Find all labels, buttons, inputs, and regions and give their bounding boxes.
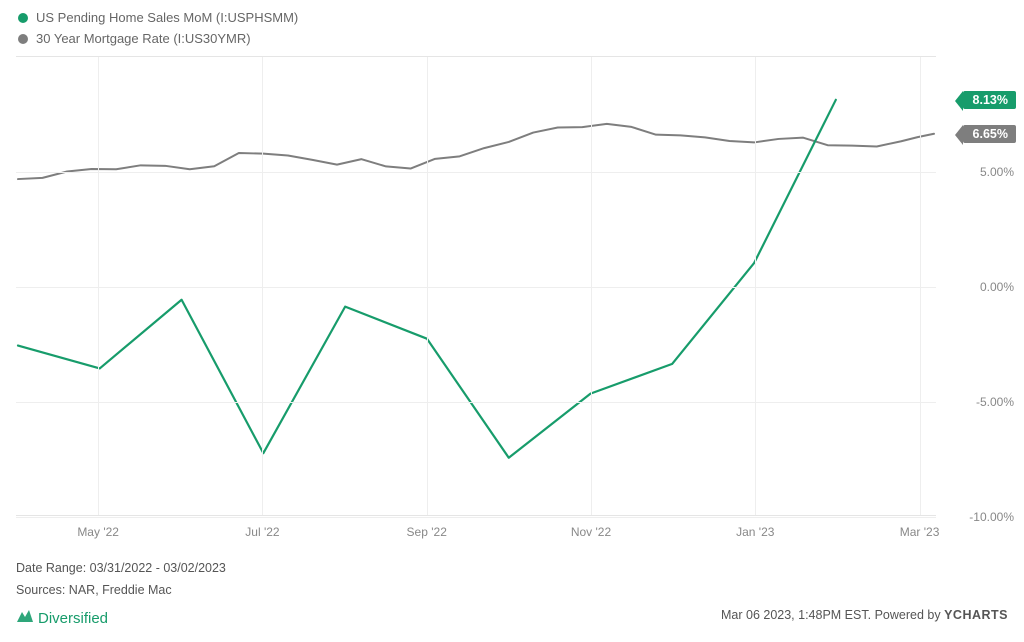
ycharts-brand-text: YCHARTS <box>944 608 1008 622</box>
sources-text: Sources: NAR, Freddie Mac <box>16 580 226 601</box>
end-value-badge-series2: 6.65% <box>963 125 1016 143</box>
grid-line-vertical <box>427 57 428 515</box>
y-axis-tick-label: 5.00% <box>944 165 1014 179</box>
chart-plot-area: 8.13% 6.65% 5.00%0.00%-5.00%-10.00%May '… <box>16 56 936 516</box>
legend-dot-icon <box>18 34 28 44</box>
x-axis-tick-label: Nov '22 <box>571 525 611 539</box>
date-range-text: Date Range: 03/31/2022 - 03/02/2023 <box>16 558 226 579</box>
legend-label-series1: US Pending Home Sales MoM (I:USPHSMM) <box>36 8 298 29</box>
x-axis-tick-label: Jul '22 <box>245 525 279 539</box>
y-axis-tick-label: 0.00% <box>944 280 1014 294</box>
timestamp-text: Mar 06 2023, 1:48PM EST. <box>721 608 871 622</box>
series-line-series2 <box>18 124 934 179</box>
grid-line-horizontal <box>16 287 936 288</box>
y-axis-tick-label: -5.00% <box>944 395 1014 409</box>
grid-line-vertical <box>591 57 592 515</box>
brand-logo-text: Diversified <box>38 606 108 632</box>
chart-footer-left: Date Range: 03/31/2022 - 03/02/2023 Sour… <box>16 558 226 632</box>
x-axis-tick-label: Sep '22 <box>407 525 447 539</box>
x-axis-tick-label: May '22 <box>77 525 119 539</box>
y-axis-tick-label: -10.00% <box>944 510 1014 524</box>
chart-legend: US Pending Home Sales MoM (I:USPHSMM) 30… <box>18 8 298 50</box>
legend-label-series2: 30 Year Mortgage Rate (I:US30YMR) <box>36 29 251 50</box>
chart-footer-right: Mar 06 2023, 1:48PM EST. Powered by YCHA… <box>721 608 1008 622</box>
end-value-badge-series1: 8.13% <box>963 91 1016 109</box>
powered-by-text: Powered by <box>875 608 941 622</box>
legend-item-series2: 30 Year Mortgage Rate (I:US30YMR) <box>18 29 298 50</box>
grid-line-vertical <box>98 57 99 515</box>
x-axis-tick-label: Jan '23 <box>736 525 774 539</box>
legend-item-series1: US Pending Home Sales MoM (I:USPHSMM) <box>18 8 298 29</box>
legend-dot-icon <box>18 13 28 23</box>
x-axis-tick-label: Mar '23 <box>900 525 940 539</box>
grid-line-horizontal <box>16 517 936 518</box>
grid-line-vertical <box>920 57 921 515</box>
grid-line-horizontal <box>16 172 936 173</box>
brand-logo-icon <box>16 605 34 632</box>
grid-line-vertical <box>755 57 756 515</box>
chart-lines-svg <box>16 57 936 515</box>
grid-line-vertical <box>262 57 263 515</box>
brand-logo: Diversified <box>16 605 226 632</box>
grid-line-horizontal <box>16 402 936 403</box>
